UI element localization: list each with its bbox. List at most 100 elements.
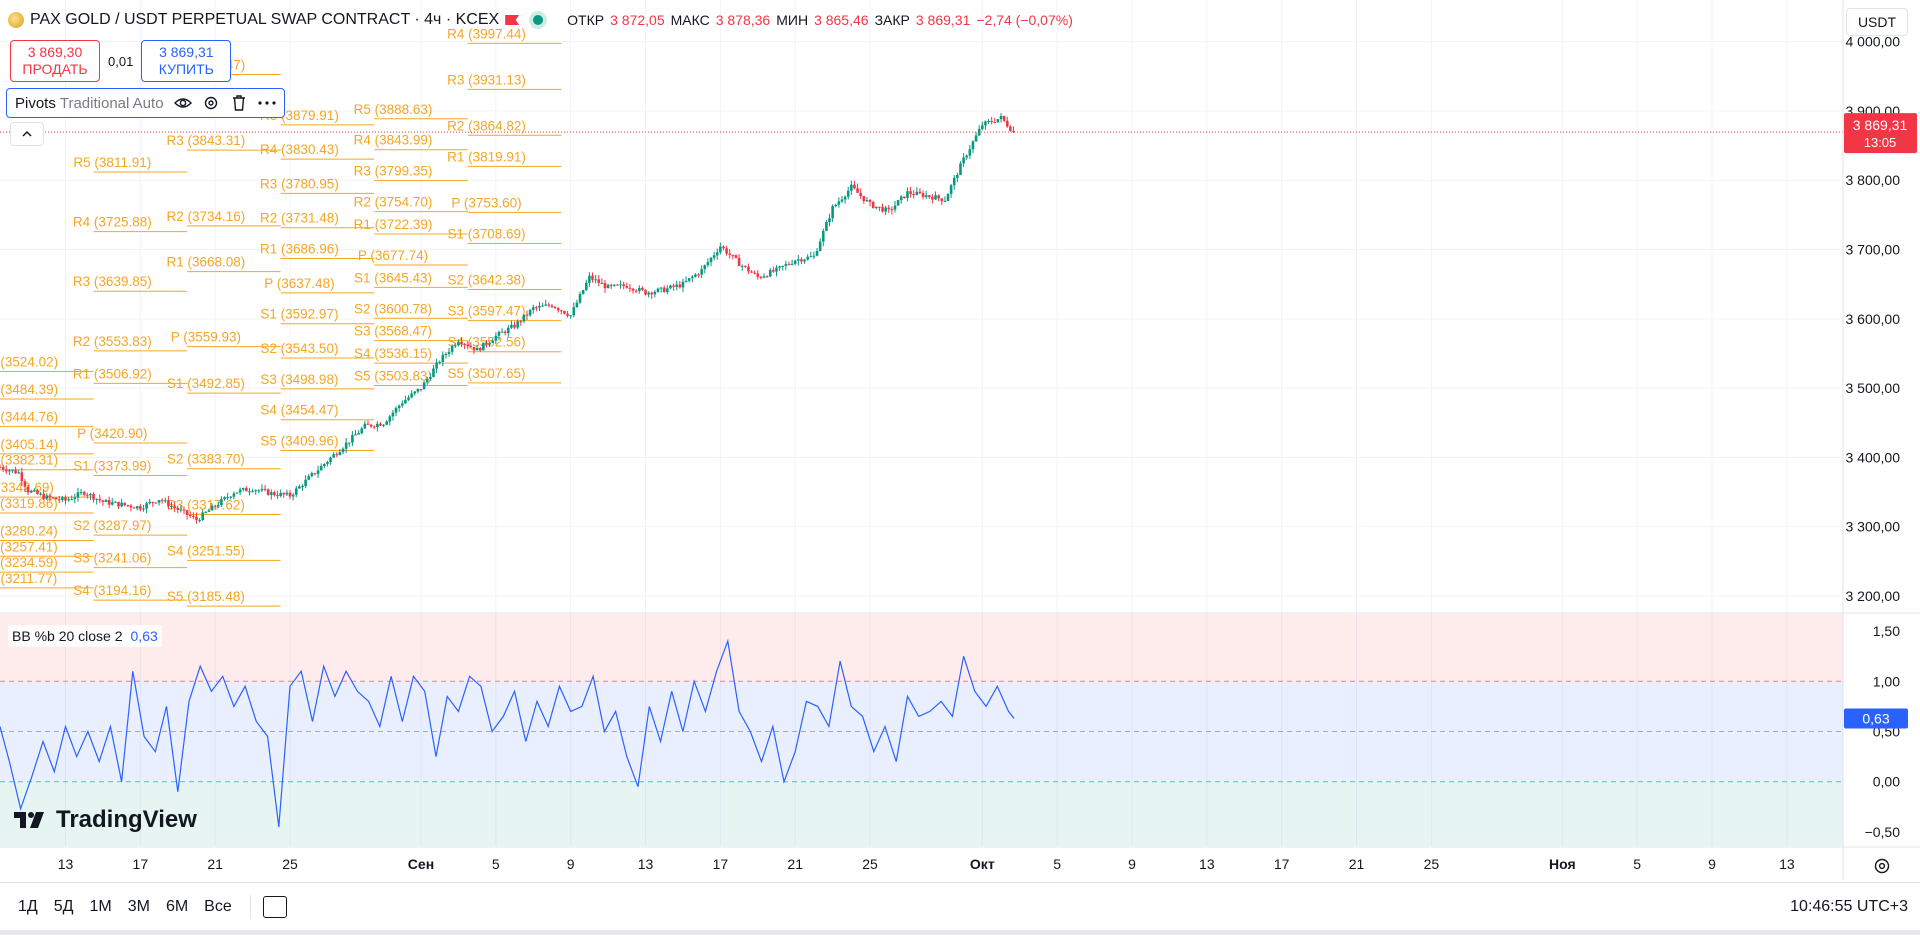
pivot-label: R5 (3524.02) [0,354,58,369]
range-button[interactable]: 6М [165,898,189,915]
candle-body [385,421,388,425]
candle-body [438,361,442,363]
bb-overbought-zone [0,614,1843,682]
candle-body [906,191,909,198]
candle-body [26,486,30,493]
buy-button[interactable]: 3 869,31 КУПИТЬ [141,40,232,82]
candle-body [36,490,39,494]
candle-body [341,448,345,453]
candle-body [139,506,142,510]
candle-body [232,493,236,497]
candle-body [812,255,816,257]
chart-settings-icon[interactable] [1870,854,1894,878]
currency-selector[interactable]: USDT [1846,8,1908,36]
calendar-icon[interactable] [262,896,287,918]
pivot-label: R1 (3668.08) [166,255,245,270]
candle-body [591,275,594,280]
candle-body [578,294,582,303]
pivot-label: R4 (3484.39) [0,382,58,397]
pivot-label: S5 (3409.96) [260,434,338,449]
candle-body [797,259,800,261]
candle-body [0,467,2,469]
candle-body [198,519,201,521]
candle-body [57,499,61,501]
candle-body [544,304,548,306]
trash-icon[interactable] [230,94,248,112]
range-button[interactable]: 1Д [18,898,38,915]
candle-body [54,497,58,500]
candle-body [653,291,657,295]
bb-last-label: 0,63 [1862,710,1889,726]
candle-body [410,393,413,398]
candle-body [606,284,610,289]
candle-body [263,488,267,490]
candle-body [435,362,438,369]
candle-body [285,492,289,495]
time-tick-label: 21 [787,856,803,872]
candle-body [245,488,248,492]
bb-tick-label: 0,00 [1873,774,1900,790]
candle-body [981,125,984,130]
candle-body [460,341,463,345]
candle-body [734,255,738,258]
candle-body [697,274,700,276]
range-button[interactable]: Все [204,898,232,915]
sell-button[interactable]: 3 869,30 ПРОДАТЬ [10,40,100,82]
pivot-label: S2 (3280.24) [0,523,58,538]
range-button[interactable]: 3М [127,898,150,915]
pivot-label: S2 (3383.70) [167,452,245,467]
candle-body [1012,130,1015,132]
clock[interactable]: 10:46:55 UTC+3 [1790,898,1908,915]
candle-body [220,499,223,506]
candle-body [968,149,972,156]
candle-body [709,257,713,263]
pivot-label: R3 (3780.95) [260,176,339,191]
candle-body [731,254,735,256]
settings-gear-icon[interactable] [202,94,220,112]
candle-body [64,497,67,501]
candle-body [675,284,679,287]
flag-icon[interactable] [505,15,520,25]
pivot-label: R2 (3731.48) [260,211,339,226]
candle-body [722,246,725,249]
tradingview-logo[interactable]: TradingView [14,806,197,834]
pivot-label: R2 (3754.70) [354,195,433,210]
candle-body [644,289,647,295]
collapse-legend-button[interactable] [10,122,44,146]
open-label: ОТКР [567,12,605,28]
candle-body [254,490,258,492]
candle-body [572,307,576,316]
chart-header: PAX GOLD / USDT PERPETUAL SWAP CONTRACT … [8,8,1073,32]
time-tick-label: Ноя [1549,856,1576,872]
symbol-title[interactable]: PAX GOLD / USDT PERPETUAL SWAP CONTRACT … [30,11,500,28]
pivot-label: S1 (3492.85) [167,376,245,391]
candle-body [669,285,672,289]
bb-legend[interactable]: BB %b 20 close 2 0,63 [8,625,162,647]
page-scrollbar[interactable] [0,930,1920,935]
high-value: 3 878,36 [715,12,771,28]
eye-icon[interactable] [173,94,192,112]
price-tick-label: 3 600,00 [1846,311,1901,327]
candle-body [376,423,379,427]
range-button[interactable]: 1М [89,898,112,915]
candle-body [207,510,211,512]
change-value: −2,74 (−0,07%) [976,12,1073,28]
candle-body [753,272,756,274]
pivot-label: R3 (3799.35) [354,164,433,179]
time-tick-label: Окт [970,856,995,872]
indicator-legend-pivots[interactable]: Pivots Traditional Auto [6,88,285,118]
more-icon[interactable] [257,94,276,112]
candle-body [516,321,519,328]
candle-body [878,206,881,208]
candle-body [931,196,934,200]
time-tick-label: 21 [1349,856,1365,872]
range-button[interactable]: 5Д [53,898,74,915]
candle-body [850,184,853,191]
candle-body [282,492,286,495]
candle-body [987,120,990,122]
candle-body [728,253,732,255]
candle-body [775,267,778,272]
candle-body [984,121,987,126]
candle-body [319,466,323,471]
